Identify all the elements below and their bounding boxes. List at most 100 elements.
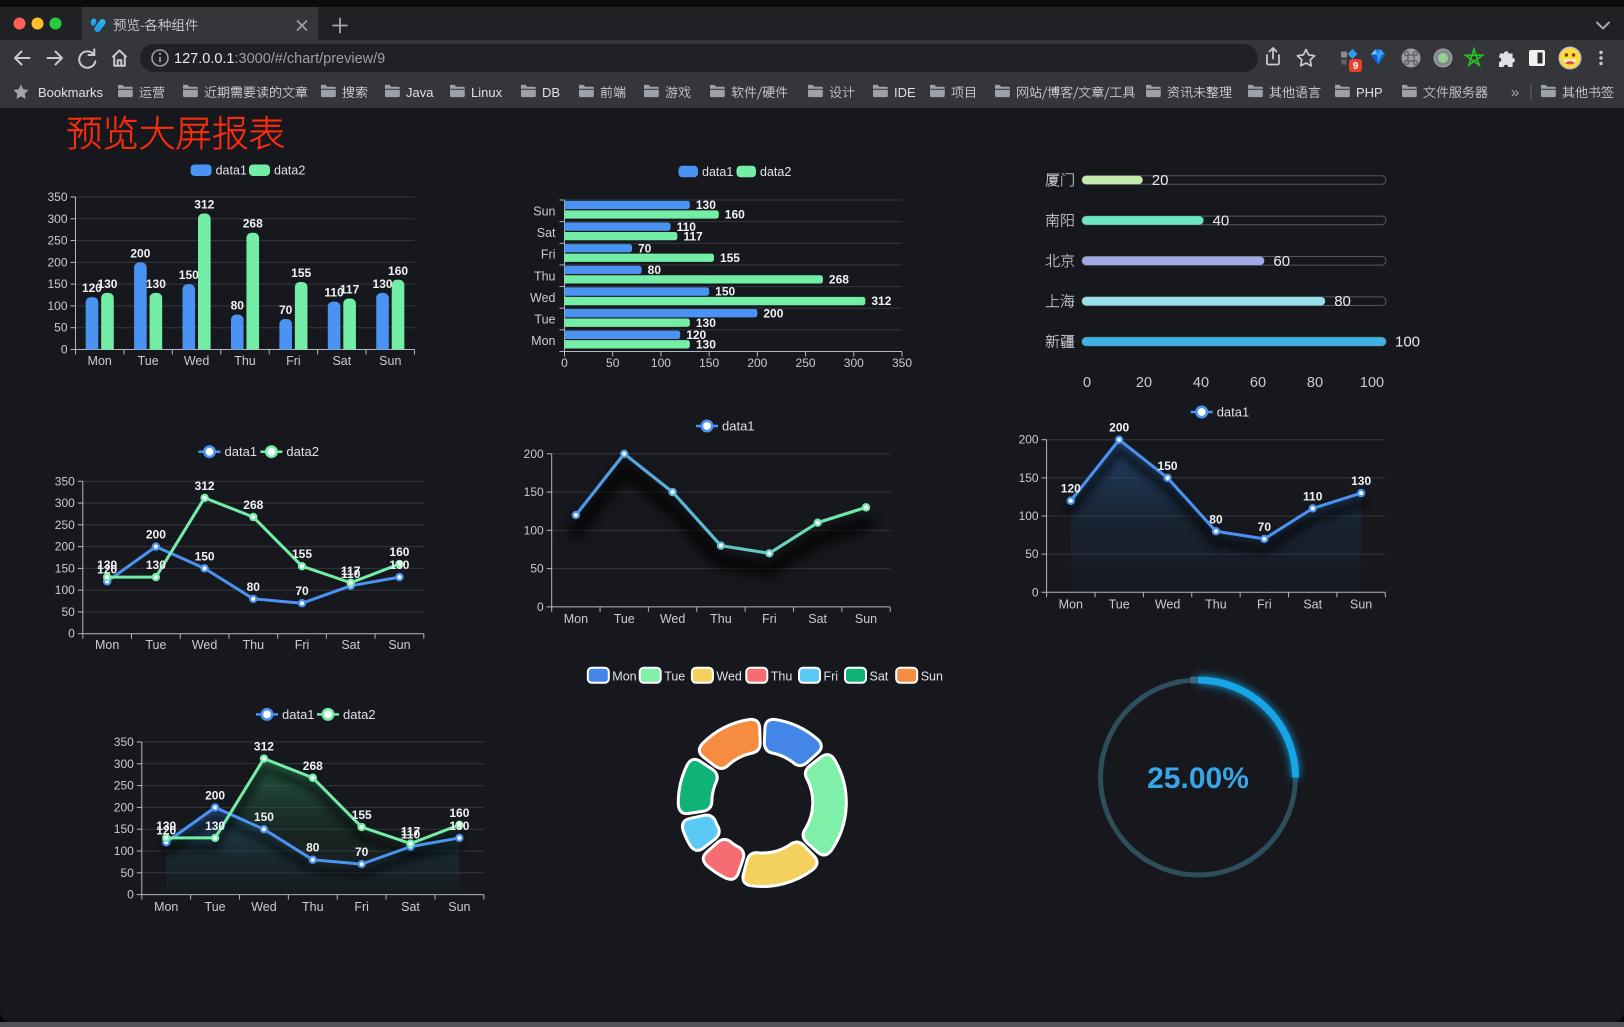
svg-text:312: 312 xyxy=(195,479,215,493)
svg-text:Mon: Mon xyxy=(564,612,588,626)
svg-text:155: 155 xyxy=(352,808,372,822)
svg-text:Tue: Tue xyxy=(664,669,685,683)
svg-text:160: 160 xyxy=(449,806,469,820)
svg-text:Linux: Linux xyxy=(471,85,503,100)
svg-text:Thu: Thu xyxy=(1205,598,1227,612)
svg-text:80: 80 xyxy=(1334,293,1351,310)
svg-text:250: 250 xyxy=(796,356,816,370)
svg-text:data1: data1 xyxy=(722,419,755,434)
svg-text:80: 80 xyxy=(1307,375,1323,391)
svg-text:Fri: Fri xyxy=(762,612,777,626)
svg-text:130: 130 xyxy=(146,558,166,572)
svg-text:data1: data1 xyxy=(1217,405,1250,420)
svg-text:Tue: Tue xyxy=(1109,598,1130,612)
svg-text:50: 50 xyxy=(120,866,134,880)
svg-text:Tue: Tue xyxy=(205,900,226,914)
svg-text:Thu: Thu xyxy=(710,612,732,626)
svg-text:130: 130 xyxy=(205,819,225,833)
svg-text:80: 80 xyxy=(247,580,261,594)
svg-text:data2: data2 xyxy=(760,165,791,179)
svg-text:0: 0 xyxy=(561,356,568,370)
svg-text:130: 130 xyxy=(696,316,716,330)
svg-text:268: 268 xyxy=(243,498,263,512)
svg-text:300: 300 xyxy=(114,757,134,771)
svg-text:250: 250 xyxy=(114,779,134,793)
svg-text:Fri: Fri xyxy=(541,248,556,262)
svg-text:Fri: Fri xyxy=(354,900,369,914)
svg-text:50: 50 xyxy=(606,356,620,370)
svg-text:Wed: Wed xyxy=(1155,598,1181,612)
svg-text:70: 70 xyxy=(1258,520,1272,534)
svg-text:120: 120 xyxy=(686,328,706,342)
svg-text:130: 130 xyxy=(97,277,117,291)
svg-text:Sat: Sat xyxy=(332,354,351,368)
svg-text:268: 268 xyxy=(829,273,849,287)
svg-text:268: 268 xyxy=(243,217,263,231)
svg-text:data2: data2 xyxy=(343,707,376,722)
svg-text:Sat: Sat xyxy=(870,669,889,683)
svg-text:Sun: Sun xyxy=(855,612,877,626)
svg-text:data2: data2 xyxy=(286,444,319,459)
svg-text:Tue: Tue xyxy=(534,313,555,327)
svg-text:Tue: Tue xyxy=(138,354,159,368)
svg-text:80: 80 xyxy=(1209,512,1223,526)
svg-text:150: 150 xyxy=(715,285,735,299)
svg-text:150: 150 xyxy=(179,268,199,282)
svg-text:25.00%: 25.00% xyxy=(1147,762,1249,795)
svg-text:150: 150 xyxy=(699,356,719,370)
svg-text:60: 60 xyxy=(1273,253,1290,270)
svg-text:Mon: Mon xyxy=(88,354,112,368)
svg-text:312: 312 xyxy=(194,198,214,212)
svg-text:Sun: Sun xyxy=(1350,598,1372,612)
svg-text:155: 155 xyxy=(291,266,311,280)
svg-text:PHP: PHP xyxy=(1356,85,1383,100)
svg-text:70: 70 xyxy=(638,241,652,255)
svg-text:Sun: Sun xyxy=(388,638,410,652)
svg-text:Thu: Thu xyxy=(302,900,324,914)
svg-text:200: 200 xyxy=(146,528,166,542)
svg-text:70: 70 xyxy=(279,303,293,317)
svg-text:Wed: Wed xyxy=(716,669,742,683)
svg-text:40: 40 xyxy=(1213,212,1230,229)
svg-text:250: 250 xyxy=(47,234,67,248)
svg-text:130: 130 xyxy=(389,558,409,572)
svg-text:data1: data1 xyxy=(216,164,247,178)
svg-text:0: 0 xyxy=(1032,585,1039,599)
svg-text:100: 100 xyxy=(114,844,134,858)
svg-text:130: 130 xyxy=(1351,474,1371,488)
svg-text:250: 250 xyxy=(55,518,75,532)
svg-text:155: 155 xyxy=(720,251,740,265)
svg-text:60: 60 xyxy=(1250,375,1266,391)
svg-text:70: 70 xyxy=(355,845,369,859)
svg-text:150: 150 xyxy=(524,485,544,499)
svg-text:200: 200 xyxy=(47,255,67,269)
svg-text:Tue: Tue xyxy=(614,612,635,626)
svg-text:data1: data1 xyxy=(225,444,258,459)
svg-text:130: 130 xyxy=(696,198,716,212)
svg-text:Sat: Sat xyxy=(341,638,360,652)
svg-text:50: 50 xyxy=(61,605,75,619)
svg-text:20: 20 xyxy=(1136,375,1152,391)
svg-text:350: 350 xyxy=(55,474,75,488)
svg-text:Fri: Fri xyxy=(1257,598,1272,612)
svg-text:»: » xyxy=(1511,84,1519,101)
svg-text:350: 350 xyxy=(114,735,134,749)
svg-text:100: 100 xyxy=(1360,375,1384,391)
svg-text:150: 150 xyxy=(55,561,75,575)
svg-text:110: 110 xyxy=(324,286,344,300)
svg-text:155: 155 xyxy=(292,547,312,561)
svg-text:150: 150 xyxy=(114,822,134,836)
svg-text:50: 50 xyxy=(530,562,544,576)
svg-text:150: 150 xyxy=(1158,459,1178,473)
svg-text:127.0.0.1:3000/#/chart/preview: 127.0.0.1:3000/#/chart/preview/9 xyxy=(174,51,385,67)
svg-text:80: 80 xyxy=(306,841,320,855)
svg-text:100: 100 xyxy=(55,583,75,597)
svg-text:350: 350 xyxy=(47,190,67,204)
svg-text:200: 200 xyxy=(205,788,225,802)
svg-text:Sat: Sat xyxy=(401,900,420,914)
svg-text:0: 0 xyxy=(61,343,68,357)
svg-text:100: 100 xyxy=(1395,334,1420,351)
svg-text:130: 130 xyxy=(373,277,393,291)
svg-text:110: 110 xyxy=(341,567,361,581)
svg-text:117: 117 xyxy=(341,564,361,578)
